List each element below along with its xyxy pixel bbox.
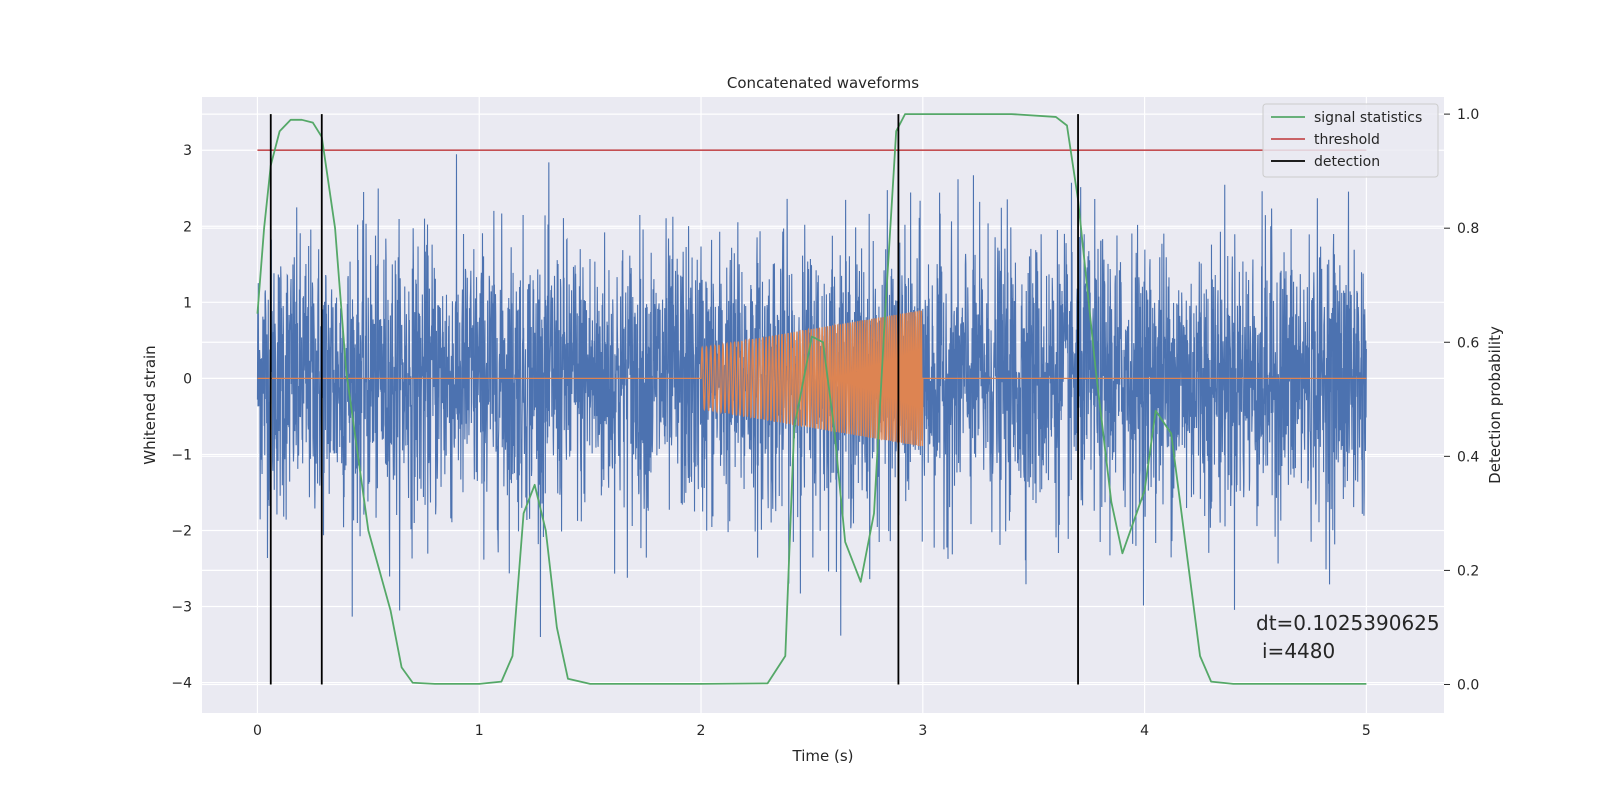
chart-title: Concatenated waveforms (727, 74, 919, 92)
y-right-tick-label: 0.4 (1457, 449, 1479, 465)
signal-statistics-line (256, 113, 1367, 685)
y-tick-label: −3 (171, 600, 192, 616)
y-right-tick-label: 0.6 (1457, 335, 1479, 351)
y-right-tick-label: 0.0 (1457, 677, 1479, 693)
legend-box (1262, 103, 1439, 178)
x-tick-label: 1 (475, 723, 484, 739)
legend-label: detection (1314, 154, 1380, 170)
y-right-axis-label: Detection probability (1486, 326, 1504, 484)
y-right-tick-label: 0.8 (1457, 221, 1479, 237)
injection-line (257, 310, 1367, 447)
signal-statistics-series (256, 113, 1367, 685)
annotation-i: i=4480 (1262, 639, 1335, 663)
legend-label: signal statistics (1314, 110, 1422, 126)
y-ticks: −4 −3 −2 −1 0 1 2 3 (171, 143, 192, 691)
y-right-ticks: 0.0 0.2 0.4 0.6 0.8 1.0 (1444, 107, 1479, 693)
annotation-dt: dt=0.1025390625 (1256, 611, 1440, 635)
x-tick-label: 2 (697, 723, 706, 739)
x-tick-label: 4 (1140, 723, 1149, 739)
legend-label: threshold (1314, 132, 1380, 148)
x-axis-label: Time (s) (792, 747, 854, 765)
x-tick-label: 5 (1362, 723, 1371, 739)
x-tick-label: 0 (253, 723, 262, 739)
legend: signal statistics threshold detection (1262, 103, 1439, 178)
injection-series (257, 310, 1367, 447)
y-tick-label: 3 (183, 143, 192, 159)
y-right-tick-label: 1.0 (1457, 107, 1479, 123)
y-tick-label: −2 (171, 523, 192, 539)
x-tick-label: 3 (918, 723, 927, 739)
y-axis-label: Whitened strain (141, 345, 159, 464)
y-tick-label: −4 (171, 676, 192, 692)
detection-lines (269, 114, 1079, 685)
y-right-tick-label: 0.2 (1457, 563, 1479, 579)
y-tick-label: 0 (183, 371, 192, 387)
y-tick-label: −1 (171, 447, 192, 463)
x-ticks: 0 1 2 3 4 5 (253, 723, 1371, 739)
y-tick-label: 1 (183, 295, 192, 311)
y-tick-label: 2 (183, 219, 192, 235)
